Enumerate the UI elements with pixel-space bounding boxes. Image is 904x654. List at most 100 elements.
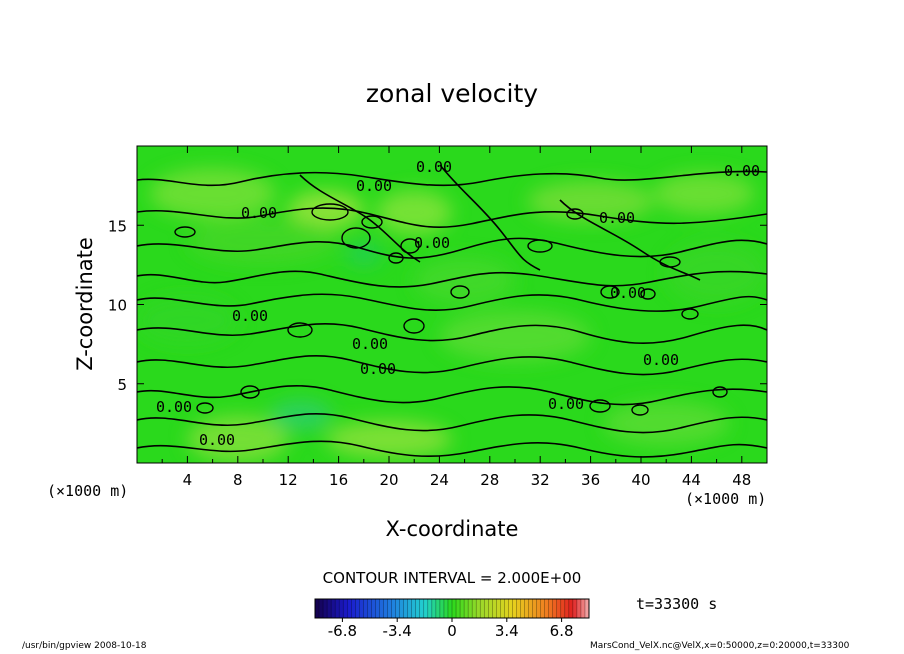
contour-loop — [400, 238, 420, 254]
contour-line — [137, 384, 767, 406]
contour-value-label: 0.00 — [352, 335, 388, 353]
contour-value-label: 0.00 — [360, 360, 396, 378]
field-patch — [414, 256, 515, 305]
contour-value-label: 0.00 — [416, 158, 452, 176]
contour-loop — [450, 285, 470, 299]
colorbar-cell — [391, 599, 397, 618]
field-patch — [666, 241, 767, 305]
field-patch — [137, 296, 238, 345]
colorbar-cell — [411, 599, 417, 618]
contour-loop — [566, 208, 584, 220]
colorbar-cell — [339, 599, 344, 618]
contour-loop — [527, 239, 553, 253]
contour-value-label: 0.00 — [724, 162, 760, 180]
contour-value-label: 0.00 — [199, 431, 235, 449]
contour-value-label: 0.00 — [156, 398, 192, 416]
x-tick-label: 28 — [480, 471, 499, 489]
y-axis-label: Z-coordinate — [73, 237, 97, 371]
field-patch — [288, 190, 364, 229]
contour-lines — [137, 164, 767, 458]
contour-interval-text: CONTOUR INTERVAL = 2.000E+00 — [323, 569, 582, 587]
colorbar-cell — [335, 599, 340, 618]
contour-loop — [403, 318, 425, 334]
colorbar-cell — [383, 599, 389, 618]
contour-loop — [196, 402, 214, 414]
colorbar-cell — [452, 599, 457, 618]
contour-loop — [174, 226, 196, 238]
colorbar-cell — [512, 599, 517, 618]
colorbar-cell — [528, 599, 534, 618]
colorbar-cell — [323, 599, 328, 618]
colorbar-cell — [415, 599, 421, 618]
x-tick-label: 16 — [329, 471, 348, 489]
contour-loop — [311, 203, 349, 221]
x-tick-label: 36 — [581, 471, 600, 489]
colorbar-tick-label: 3.4 — [495, 622, 519, 640]
field-patch — [439, 310, 591, 362]
field-patch — [187, 217, 339, 265]
contour-loop — [240, 385, 260, 399]
colorbar-cell — [488, 599, 493, 618]
colorbar: -6.8 -3.4 0 3.4 6.8 — [314, 598, 590, 640]
colorbar-cell — [504, 599, 509, 618]
colorbar-cell — [359, 599, 364, 618]
colorbar-cell — [464, 599, 469, 618]
colorbar-cell — [407, 599, 413, 618]
colorbar-cell — [556, 599, 562, 618]
colorbar-cell — [456, 599, 461, 618]
colorbar-cell — [476, 599, 481, 618]
y-tick-label: 10 — [108, 297, 127, 315]
colorbar-cell — [564, 599, 570, 618]
colorbar-cell — [351, 599, 356, 618]
colorbar-cell — [395, 599, 401, 618]
colorbar-cell — [460, 599, 465, 618]
footer-left: /usr/bin/gpview 2008-10-18 — [22, 641, 147, 651]
colorbar-cell — [427, 599, 433, 618]
y-tick-label: 5 — [117, 376, 127, 394]
colorbar-cell — [435, 599, 441, 618]
colorbar-cell — [443, 599, 449, 618]
x-axis-label: X-coordinate — [386, 517, 519, 541]
colorbar-cell — [387, 599, 393, 618]
x-tick-label: 12 — [279, 471, 298, 489]
x-tick-label: 44 — [682, 471, 701, 489]
colorbar-cell — [319, 599, 324, 618]
contour-loop — [341, 227, 371, 249]
x-unit-left: (×1000 m) — [47, 482, 128, 500]
field-patch — [326, 420, 452, 459]
field-patch — [653, 172, 755, 215]
field-patch — [376, 190, 453, 235]
colorbar-cell — [496, 599, 501, 618]
contour-value-label: 0.00 — [548, 395, 584, 413]
contour-value-label: 0.00 — [232, 307, 268, 325]
colorbar-cell — [327, 599, 332, 618]
colorbar-cell — [552, 599, 558, 618]
colorbar-cell — [347, 599, 352, 618]
contour-line — [137, 440, 767, 458]
colorbar-cell — [447, 599, 453, 618]
contour-line — [137, 293, 767, 312]
x-tick-label: 8 — [233, 471, 243, 489]
colorbar-cell — [520, 599, 526, 618]
colorbar-cell — [375, 599, 380, 618]
colorbar-cell — [484, 599, 489, 618]
colorbar-cell — [423, 599, 429, 618]
x-tick-label: 32 — [531, 471, 550, 489]
colorbar-cell — [367, 599, 372, 618]
contour-value-label: 0.00 — [414, 234, 450, 252]
colorbar-cell — [532, 599, 538, 618]
colorbar-cell — [403, 599, 409, 618]
colorbar-cell — [439, 599, 445, 618]
colorbar-cell — [508, 599, 513, 618]
colorbar-tick-label: 6.8 — [550, 622, 574, 640]
contour-loop — [659, 256, 681, 268]
colorbar-cell — [315, 599, 320, 618]
footer-right: MarsCond_VelX.nc@VelX,x=0:50000,z=0:2000… — [590, 641, 850, 651]
colorbar-cell — [500, 599, 505, 618]
contour-line — [137, 170, 767, 187]
colorbar-cell — [419, 599, 425, 618]
field-patch — [603, 401, 730, 446]
contour-loop — [600, 285, 620, 299]
colorbar-cell — [363, 599, 368, 618]
